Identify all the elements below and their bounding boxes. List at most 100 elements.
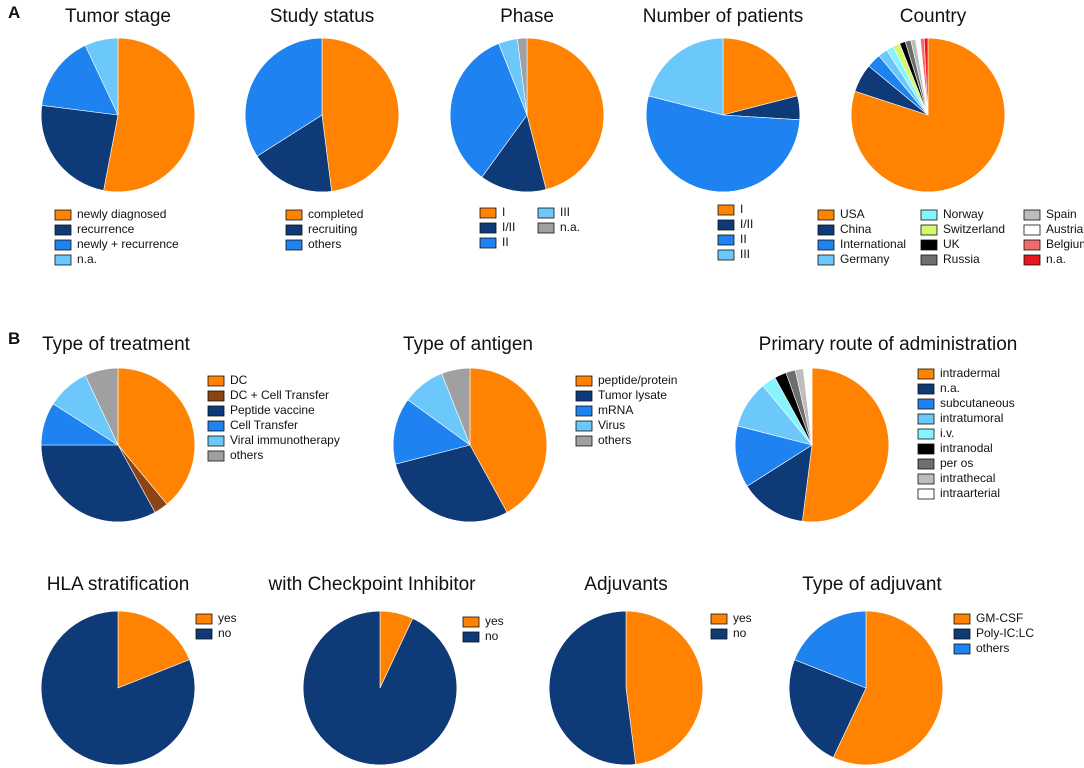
legend-swatch-yes xyxy=(462,616,480,628)
legend-swatch-switzerland xyxy=(920,224,938,236)
pie-slice-completed xyxy=(321,37,400,192)
legend-swatch-usa xyxy=(817,209,835,221)
legend-label: peptide/protein xyxy=(598,373,677,387)
legend-swatch-spain xyxy=(1023,209,1041,221)
legend-label: newly + recurrence xyxy=(77,237,179,251)
legend-swatch-yes xyxy=(710,613,728,625)
pie-outline xyxy=(302,610,458,766)
legend-label: Tumor lysate xyxy=(598,388,667,402)
legend-label: China xyxy=(840,222,872,236)
legend-label: yes xyxy=(485,614,504,628)
legend-label: I/II xyxy=(502,220,515,234)
chart-title: Number of patients xyxy=(643,6,804,27)
legend-label: I xyxy=(740,202,743,216)
legend-swatch-newly-recurrence xyxy=(54,239,72,251)
legend-swatch-gm-csf xyxy=(953,613,971,625)
legend-swatch-peptide-vaccine xyxy=(207,405,225,417)
legend-swatch-intrathecal xyxy=(917,473,935,485)
legend-swatch-recruiting xyxy=(285,224,303,236)
legend-swatch-dc-cell-transfer xyxy=(207,390,225,402)
legend-swatch-n-a xyxy=(54,254,72,266)
legend-swatch-others xyxy=(285,239,303,251)
legend-swatch-per-os xyxy=(917,458,935,470)
legend-label: others xyxy=(230,448,263,462)
legend-label: Belgium xyxy=(1046,237,1084,251)
legend-swatch-n-a xyxy=(1023,254,1041,266)
legend-label: DC xyxy=(230,373,248,387)
legend-swatch-i-v xyxy=(917,428,935,440)
legend-swatch-viral-immunotherapy xyxy=(207,435,225,447)
legend-label: newly diagnosed xyxy=(77,207,166,221)
legend-label: others xyxy=(598,433,631,447)
pie-outline xyxy=(645,37,801,193)
legend-swatch-china xyxy=(817,224,835,236)
legend-swatch-ii xyxy=(479,237,497,249)
pie-slice-intradermal xyxy=(802,367,890,523)
pie-outline xyxy=(449,37,605,193)
legend-swatch-iii xyxy=(717,249,735,261)
legend-label: DC + Cell Transfer xyxy=(230,388,329,402)
chart-title: Type of adjuvant xyxy=(802,574,942,595)
legend-swatch-virus xyxy=(575,420,593,432)
legend-label: completed xyxy=(308,207,363,221)
chart-title: Type of treatment xyxy=(42,334,191,355)
legend-swatch-cell-transfer xyxy=(207,420,225,432)
legend-swatch-i-ii xyxy=(479,222,497,234)
legend-label: I xyxy=(502,205,505,219)
legend-swatch-international xyxy=(817,239,835,251)
legend-label: mRNA xyxy=(598,403,633,417)
legend-label: Poly-IC:LC xyxy=(976,626,1034,640)
legend-swatch-uk xyxy=(920,239,938,251)
legend-swatch-others xyxy=(575,435,593,447)
legend-swatch-austria xyxy=(1023,224,1041,236)
legend-swatch-n-a xyxy=(917,383,935,395)
legend-swatch-i-ii xyxy=(717,219,735,231)
pie-slice-no xyxy=(302,610,458,766)
legend-swatch-norway xyxy=(920,209,938,221)
chart-title: Type of antigen xyxy=(403,334,533,355)
legend-swatch-peptide-protein xyxy=(575,375,593,387)
legend-label: per os xyxy=(940,456,973,470)
legend-label: others xyxy=(976,641,1009,655)
chart-title: with Checkpoint Inhibitor xyxy=(268,574,477,595)
legend-label: i.v. xyxy=(940,426,954,440)
legend-label: no xyxy=(485,629,499,643)
legend-swatch-dc xyxy=(207,375,225,387)
legend-label: I/II xyxy=(740,217,753,231)
chart-title: Country xyxy=(900,6,967,27)
chart-title: Phase xyxy=(500,6,554,27)
legend-label: yes xyxy=(733,611,752,625)
pie-outline xyxy=(734,367,890,523)
legend-label: II xyxy=(740,232,747,246)
legend-label: n.a. xyxy=(560,220,580,234)
pie-outline xyxy=(244,37,400,193)
legend-swatch-intradermal xyxy=(917,368,935,380)
legend-swatch-poly-ic-lc xyxy=(953,628,971,640)
pie-outline xyxy=(548,610,704,766)
legend-label: recruiting xyxy=(308,222,357,236)
chart-title: Primary route of administration xyxy=(759,334,1018,355)
legend-swatch-newly-diagnosed xyxy=(54,209,72,221)
legend-swatch-iii xyxy=(537,207,555,219)
legend-label: Norway xyxy=(943,207,984,221)
chart-primary-route: Primary route of administration intraderm… xyxy=(734,334,1018,523)
legend-label: intranodal xyxy=(940,441,993,455)
legend-label: no xyxy=(733,626,747,640)
legend-label: II xyxy=(502,235,509,249)
legend-swatch-subcutaneous xyxy=(917,398,935,410)
chart-title: Study status xyxy=(270,6,375,27)
legend-swatch-no xyxy=(710,628,728,640)
